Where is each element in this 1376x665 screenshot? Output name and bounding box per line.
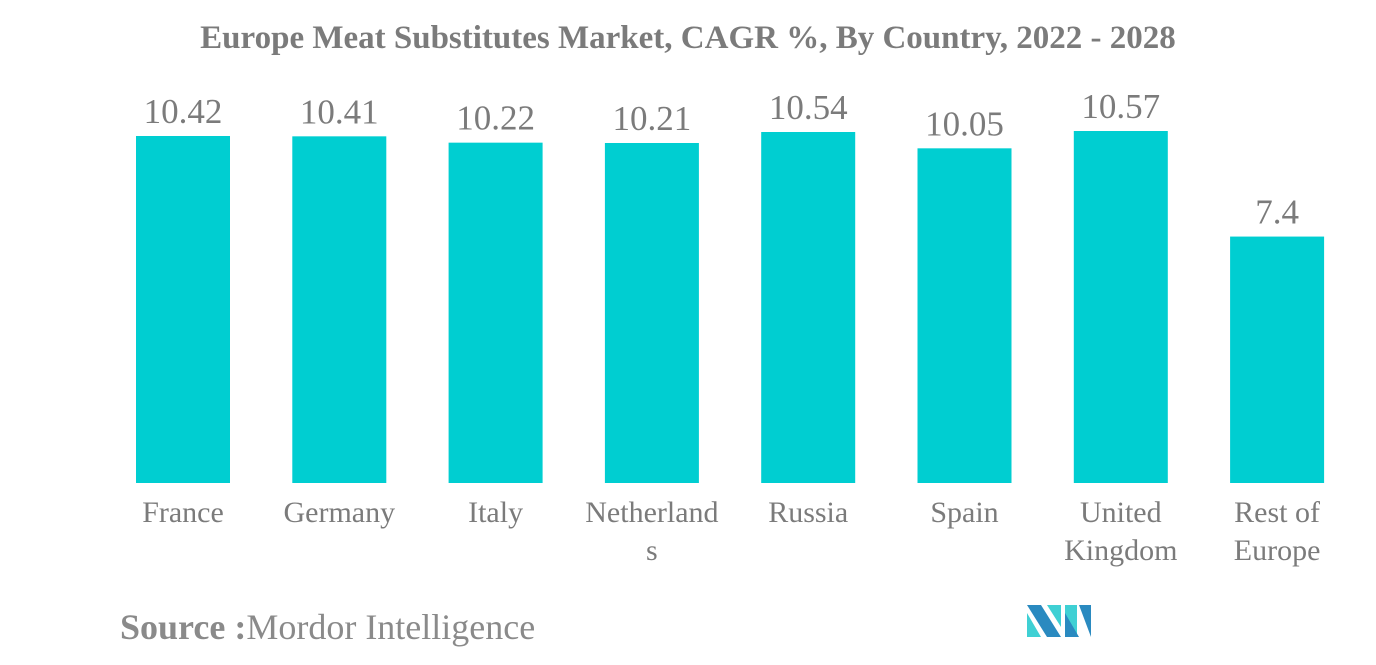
data-label: 10.05 [925, 104, 1004, 143]
x-tick-label: Spain [930, 496, 998, 529]
data-label: 10.41 [300, 92, 379, 131]
data-label: 10.22 [456, 99, 535, 138]
data-label: 10.21 [613, 99, 692, 138]
bar-spain [917, 148, 1012, 483]
data-label: 10.42 [144, 92, 223, 131]
bar-netherlands [604, 142, 699, 483]
chart-title: Europe Meat Substitutes Market, CAGR %, … [200, 20, 1176, 56]
data-label: 10.57 [1081, 87, 1160, 126]
source-label: Source : [120, 607, 247, 647]
x-tick-label: Russia [768, 496, 848, 529]
bar-france [136, 136, 230, 483]
bar-italy [448, 142, 543, 483]
data-label: 7.4 [1255, 193, 1299, 232]
data-label: 10.54 [769, 88, 848, 127]
x-tick-label: France [142, 496, 224, 529]
x-tick-label: Italy [468, 496, 523, 529]
source-value: Mordor Intelligence [246, 607, 536, 647]
bar-germany [292, 136, 387, 483]
x-tick-label: Netherland s [585, 496, 718, 567]
bar-chart: 10.42 France 10.41 Germany 10.22 Italy 10.21 Ne… [136, 87, 1325, 567]
bar-russia [761, 132, 856, 483]
x-tick-label: Rest of Europe [1234, 496, 1321, 567]
bar-rest-of-europe [1230, 236, 1325, 483]
source-note: Source :Mordor Intelligence [120, 606, 535, 648]
mordor-intelligence-logo [1027, 605, 1091, 637]
x-tick-label: Germany [283, 496, 395, 529]
bar-united-kingdom [1073, 131, 1168, 483]
x-tick-label: United Kingdom [1064, 496, 1177, 567]
